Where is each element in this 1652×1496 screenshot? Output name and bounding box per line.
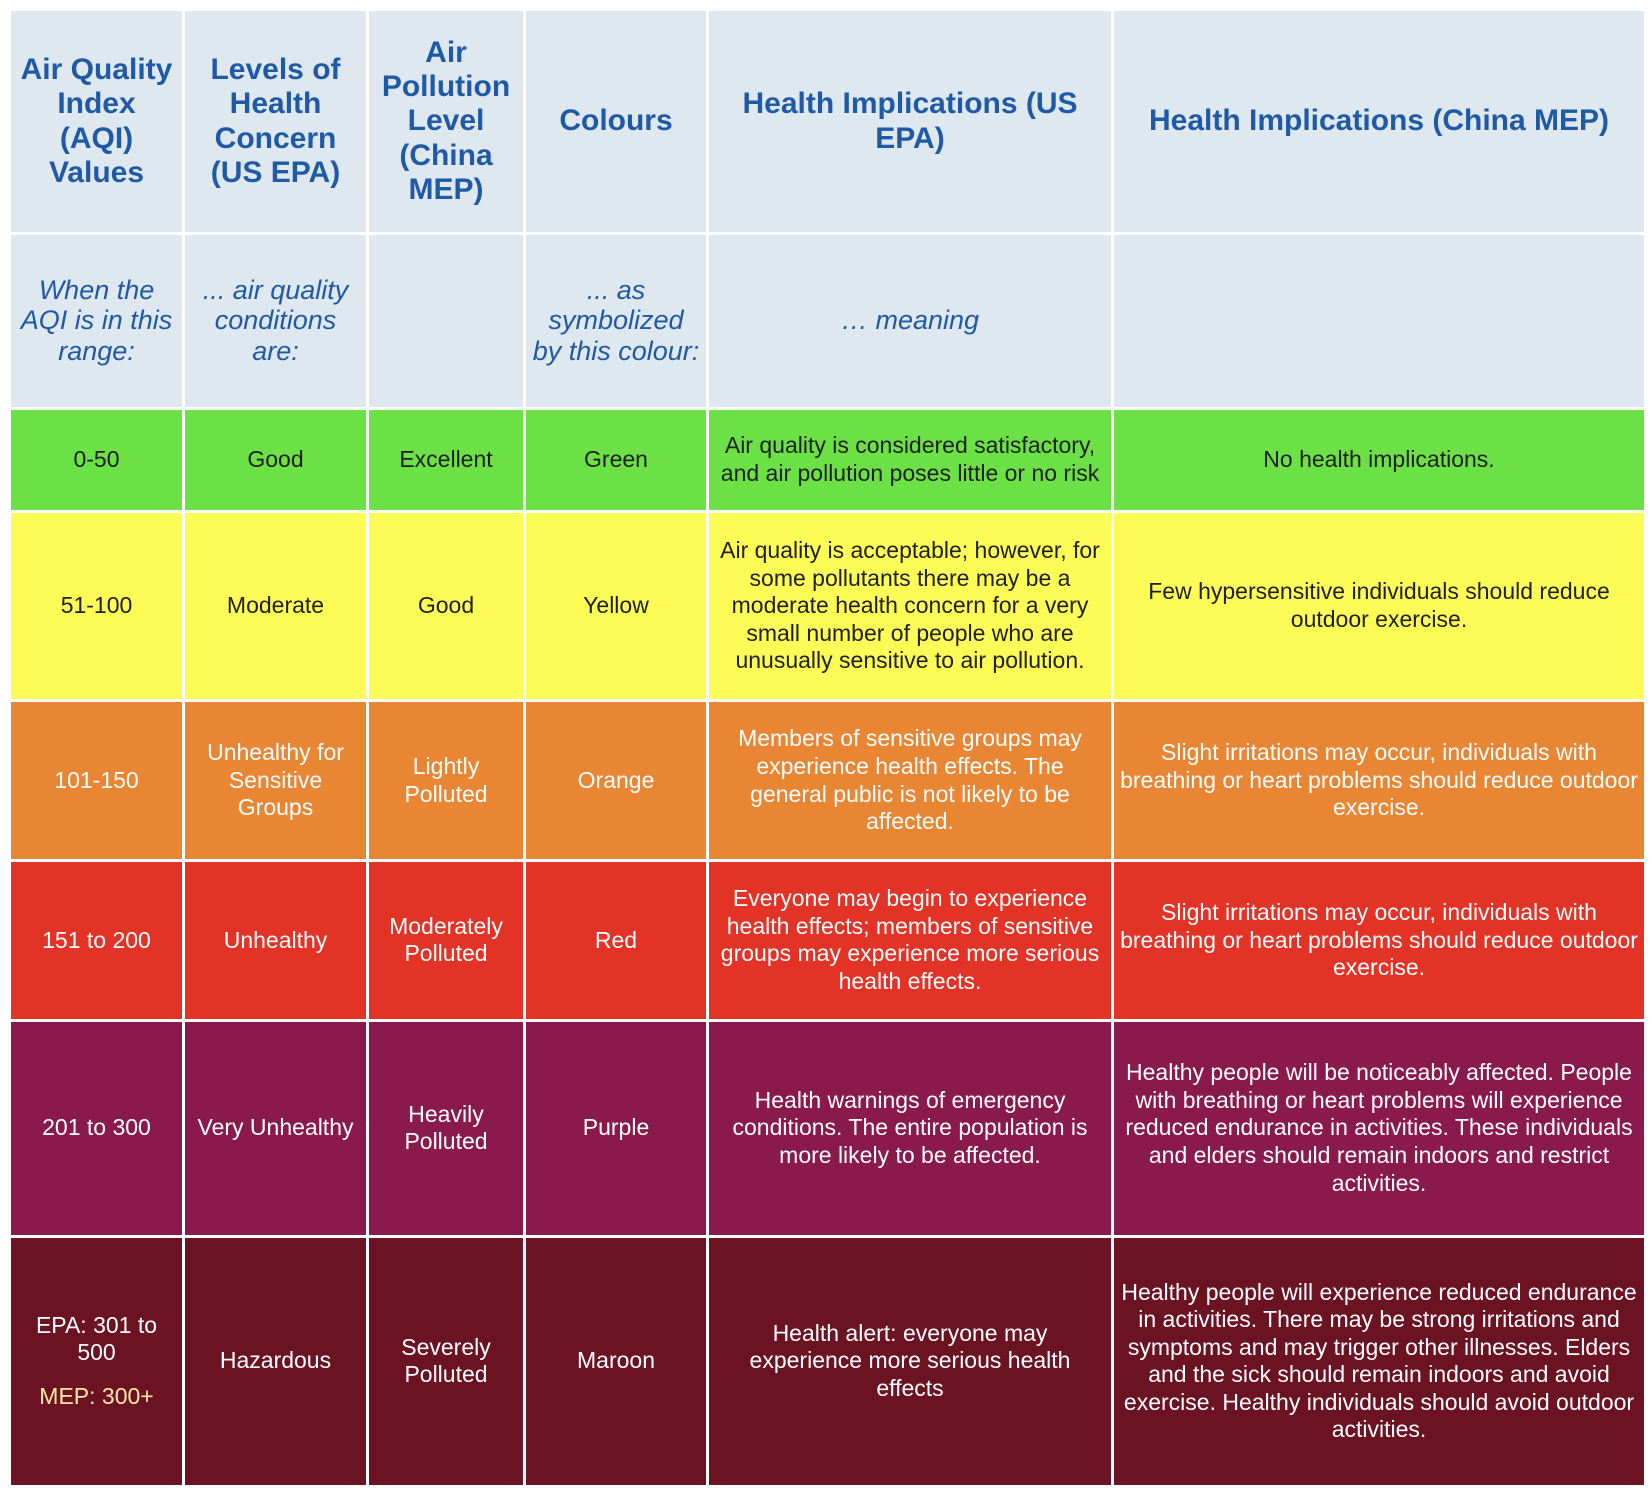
pollution-level: Moderately Polluted	[366, 859, 526, 1022]
header-levels: Levels of Health Concern (US EPA)	[182, 7, 369, 236]
aqi-range: 201 to 300	[8, 1018, 185, 1238]
epa-implication: Health warnings of emergency conditions.…	[706, 1018, 1114, 1238]
header-pollution: Air Pollution Level (China MEP)	[366, 7, 526, 236]
header-row: Air Quality Index (AQI) Values Levels of…	[8, 7, 1647, 236]
intro-pollution	[366, 232, 526, 410]
row-green: 0-50 Good Excellent Green Air quality is…	[8, 406, 1647, 513]
intro-aqi: When the AQI is in this range:	[8, 232, 185, 410]
epa-implication: Air quality is considered satisfactory, …	[706, 406, 1114, 513]
health-concern: Hazardous	[182, 1234, 369, 1489]
health-concern: Unhealthy	[182, 859, 369, 1022]
epa-implication: Members of sensitive groups may experien…	[706, 699, 1114, 863]
mep-implication: Healthy people will be noticeably affect…	[1111, 1018, 1647, 1238]
row-red: 151 to 200 Unhealthy Moderately Polluted…	[8, 859, 1647, 1022]
aqi-range: 0-50	[8, 406, 185, 513]
aqi-range-mep: MEP: 300+	[39, 1383, 154, 1410]
row-orange: 101-150 Unhealthy for Sensitive Groups L…	[8, 699, 1647, 863]
intro-health-mep	[1111, 232, 1647, 410]
pollution-level: Good	[366, 509, 526, 703]
aqi-range-epa: EPA: 301 to 500	[35, 1311, 158, 1366]
aqi-range: 151 to 200	[8, 859, 185, 1022]
header-aqi: Air Quality Index (AQI) Values	[8, 7, 185, 236]
mep-implication: Slight irritations may occur, individual…	[1111, 859, 1647, 1022]
mep-implication: No health implications.	[1111, 406, 1647, 513]
pollution-level: Severely Polluted	[366, 1234, 526, 1489]
colour-name: Orange	[523, 699, 709, 863]
header-health-epa: Health Implications (US EPA)	[706, 7, 1114, 236]
row-purple: 201 to 300 Very Unhealthy Heavily Pollut…	[8, 1018, 1647, 1238]
aqi-range: 51-100	[8, 509, 185, 703]
colour-name: Purple	[523, 1018, 709, 1238]
epa-implication: Health alert: everyone may experience mo…	[706, 1234, 1114, 1489]
intro-levels: ... air quality conditions are:	[182, 232, 369, 410]
aqi-range: 101-150	[8, 699, 185, 863]
mep-implication: Healthy people will experience reduced e…	[1111, 1234, 1647, 1489]
epa-implication: Air quality is acceptable; however, for …	[706, 509, 1114, 703]
health-concern: Good	[182, 406, 369, 513]
intro-colours: ... as symbolized by this colour:	[523, 232, 709, 410]
intro-row: When the AQI is in this range: ... air q…	[8, 232, 1647, 410]
colour-name: Green	[523, 406, 709, 513]
pollution-level: Lightly Polluted	[366, 699, 526, 863]
epa-implication: Everyone may begin to experience health …	[706, 859, 1114, 1022]
colour-name: Maroon	[523, 1234, 709, 1489]
header-colours: Colours	[523, 7, 709, 236]
mep-implication: Few hypersensitive individuals should re…	[1111, 509, 1647, 703]
aqi-range: EPA: 301 to 500 MEP: 300+	[8, 1234, 185, 1489]
colour-name: Red	[523, 859, 709, 1022]
pollution-level: Heavily Polluted	[366, 1018, 526, 1238]
health-concern: Moderate	[182, 509, 369, 703]
aqi-table: Air Quality Index (AQI) Values Levels of…	[8, 7, 1647, 1489]
intro-health-epa: … meaning	[706, 232, 1114, 410]
row-maroon: EPA: 301 to 500 MEP: 300+ Hazardous Seve…	[8, 1234, 1647, 1489]
health-concern: Unhealthy for Sensitive Groups	[182, 699, 369, 863]
pollution-level: Excellent	[366, 406, 526, 513]
colour-name: Yellow	[523, 509, 709, 703]
row-yellow: 51-100 Moderate Good Yellow Air quality …	[8, 509, 1647, 703]
mep-implication: Slight irritations may occur, individual…	[1111, 699, 1647, 863]
header-health-mep: Health Implications (China MEP)	[1111, 7, 1647, 236]
health-concern: Very Unhealthy	[182, 1018, 369, 1238]
